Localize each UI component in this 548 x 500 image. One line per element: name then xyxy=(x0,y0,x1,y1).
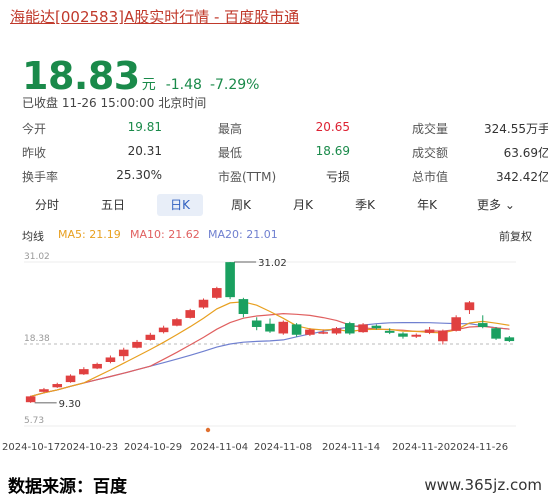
candle-body xyxy=(464,302,475,311)
candle-body xyxy=(384,330,395,333)
candle-body xyxy=(158,327,169,333)
candle-body xyxy=(305,329,315,335)
candle-body xyxy=(278,321,289,334)
x-tick-label: 2024-10-23 xyxy=(60,442,118,453)
y-tick-label: 5.73 xyxy=(24,416,44,426)
ma20-line xyxy=(30,321,510,397)
candle-body xyxy=(172,319,182,326)
candle-body xyxy=(65,375,76,383)
stat-value: 20.65 xyxy=(315,120,350,134)
stat-value: 342.42亿 xyxy=(496,170,548,184)
tab-weekly-k[interactable]: 周K xyxy=(231,198,251,212)
stat-label: 今开 xyxy=(22,122,47,136)
candle-body xyxy=(251,320,262,327)
tab-more-label: 更多 xyxy=(477,198,502,212)
stat-label: 市盈(TTM) xyxy=(218,170,277,184)
quote-row: 18.83 元 -1.48 -7.29% xyxy=(22,54,259,98)
stat-value: 25.30% xyxy=(116,168,162,182)
price-unit: 元 xyxy=(141,77,156,93)
candle-body xyxy=(504,337,515,342)
tab-daily-k[interactable]: 日K xyxy=(157,194,203,216)
candle-body xyxy=(212,288,222,298)
adjust-mode[interactable]: 前复权 xyxy=(499,230,532,243)
x-tick-label: 2024-11-04 xyxy=(190,442,248,453)
low-annotation: 9.30 xyxy=(59,399,81,410)
tab-more[interactable]: 更多 ⌄ xyxy=(468,194,524,216)
candle-body xyxy=(225,262,235,298)
x-tick-label: 2024-10-29 xyxy=(124,442,182,453)
ma-label: 均线 xyxy=(22,230,44,243)
ma5-value: MA5: 21.19 xyxy=(58,228,121,241)
candle-body xyxy=(132,341,142,348)
watermark: www.365jz.com xyxy=(424,476,542,494)
stat-value: 亏损 xyxy=(325,170,350,184)
stat-label: 最高 xyxy=(218,122,243,136)
stat-value: 18.69 xyxy=(315,144,350,158)
chart-tabs: 分时 五日 日K 周K 月K 季K 年K 更多 ⌄ xyxy=(0,192,548,218)
candle-body xyxy=(491,328,501,339)
tab-intraday[interactable]: 分时 xyxy=(34,198,59,212)
candle-body xyxy=(185,310,196,318)
candle-body xyxy=(411,334,422,337)
tab-five-day[interactable]: 五日 xyxy=(100,198,125,212)
candle-body xyxy=(198,299,209,308)
candle-body xyxy=(358,324,368,333)
high-annotation: 31.02 xyxy=(258,258,287,269)
tab-monthly-k[interactable]: 月K xyxy=(293,198,313,212)
event-dot xyxy=(205,427,211,433)
ma5-line xyxy=(30,301,510,397)
source-caption: 数据来源：百度 xyxy=(8,477,127,497)
x-tick-label: 2024-11-26 xyxy=(450,442,508,453)
stat-label: 最低 xyxy=(218,146,243,160)
ma20-value: MA20: 21.01 xyxy=(208,228,278,241)
candle-body xyxy=(331,328,342,334)
candle-body xyxy=(451,317,461,331)
x-tick-label: 2024-10-17 xyxy=(2,442,60,453)
stat-label: 成交额 xyxy=(412,146,449,160)
page-title[interactable]: 海能达[002583]A股实时行情 - 百度股市通 xyxy=(10,8,300,26)
candle-body xyxy=(477,323,488,327)
x-tick-label: 2024-11-14 xyxy=(322,442,380,453)
price-change: -1.48 xyxy=(165,77,202,93)
y-tick-label: 18.38 xyxy=(24,334,50,344)
current-price: 18.83 xyxy=(22,54,140,98)
chevron-down-icon: ⌄ xyxy=(504,198,515,212)
candle-body xyxy=(371,325,382,329)
y-tick-label: 31.02 xyxy=(24,252,50,262)
stat-value: 63.69亿 xyxy=(503,146,548,160)
stat-label: 昨收 xyxy=(22,146,47,160)
candle-body xyxy=(344,323,355,334)
candle-body xyxy=(39,389,49,392)
candle-body xyxy=(265,323,275,332)
candle-body xyxy=(25,396,36,403)
ma10-value: MA10: 21.62 xyxy=(130,228,200,241)
candle-body xyxy=(424,329,435,333)
candle-body xyxy=(52,384,63,388)
candle-body xyxy=(318,332,328,334)
candle-body xyxy=(398,333,408,337)
stat-label: 成交量 xyxy=(412,122,449,136)
stat-value: 20.31 xyxy=(127,144,162,158)
price-change-pct: -7.29% xyxy=(209,77,260,93)
stat-label: 总市值 xyxy=(412,170,449,184)
tab-quarterly-k[interactable]: 季K xyxy=(355,198,375,212)
candle-body xyxy=(105,357,116,362)
candle-body xyxy=(79,369,89,375)
candle-body xyxy=(92,363,102,369)
candle-body xyxy=(238,299,249,315)
tab-yearly-k[interactable]: 年K xyxy=(417,198,437,212)
candle-body xyxy=(145,334,156,340)
candle-body xyxy=(438,330,448,342)
candle-body xyxy=(291,324,302,335)
x-tick-label: 2024-11-20 xyxy=(392,442,450,453)
stat-value: 19.81 xyxy=(127,120,162,134)
market-status: 已收盘 11-26 15:00:00 北京时间 xyxy=(22,96,207,110)
stat-label: 换手率 xyxy=(22,170,59,184)
candle-body xyxy=(118,349,129,357)
x-tick-label: 2024-11-08 xyxy=(254,442,312,453)
stat-value: 324.55万手 xyxy=(484,122,548,136)
